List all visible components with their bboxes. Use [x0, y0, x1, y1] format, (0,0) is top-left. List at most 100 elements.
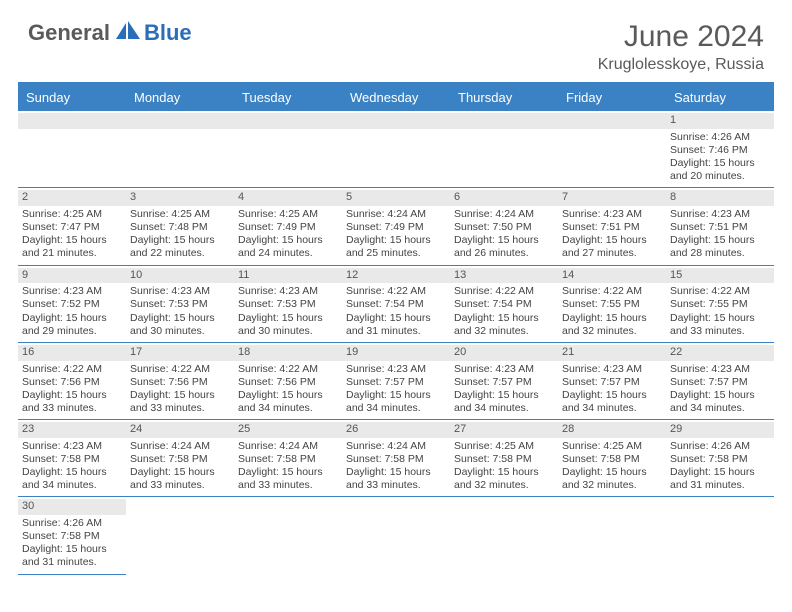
daylight-line: Daylight: 15 hours and 32 minutes. — [562, 312, 662, 338]
weekday-header: Thursday — [450, 84, 558, 111]
daylight-line: Daylight: 15 hours and 32 minutes. — [454, 466, 554, 492]
sunrise-line: Sunrise: 4:23 AM — [22, 440, 122, 453]
sunrise-line: Sunrise: 4:24 AM — [238, 440, 338, 453]
day-cell — [558, 497, 666, 574]
day-number-band — [234, 113, 342, 129]
logo-sail-icon — [116, 21, 142, 46]
sunset-line: Sunset: 7:57 PM — [346, 376, 446, 389]
day-cell: 3Sunrise: 4:25 AMSunset: 7:48 PMDaylight… — [126, 188, 234, 265]
sunset-line: Sunset: 7:57 PM — [562, 376, 662, 389]
day-cell — [342, 497, 450, 574]
sunrise-line: Sunrise: 4:23 AM — [238, 285, 338, 298]
day-cell — [18, 111, 126, 188]
sunset-line: Sunset: 7:52 PM — [22, 298, 122, 311]
sunset-line: Sunset: 7:58 PM — [238, 453, 338, 466]
day-number: 18 — [234, 345, 342, 361]
day-number: 7 — [558, 190, 666, 206]
day-number: 12 — [342, 268, 450, 284]
weekday-header: Tuesday — [234, 84, 342, 111]
week-row: 1Sunrise: 4:26 AMSunset: 7:46 PMDaylight… — [18, 111, 774, 188]
sunset-line: Sunset: 7:58 PM — [346, 453, 446, 466]
sunset-line: Sunset: 7:56 PM — [22, 376, 122, 389]
day-number: 25 — [234, 422, 342, 438]
logo-text-general: General — [28, 20, 110, 46]
day-number: 23 — [18, 422, 126, 438]
sunset-line: Sunset: 7:58 PM — [670, 453, 770, 466]
daylight-line: Daylight: 15 hours and 34 minutes. — [670, 389, 770, 415]
day-cell: 19Sunrise: 4:23 AMSunset: 7:57 PMDayligh… — [342, 343, 450, 420]
day-number: 29 — [666, 422, 774, 438]
daylight-line: Daylight: 15 hours and 27 minutes. — [562, 234, 662, 260]
daylight-line: Daylight: 15 hours and 31 minutes. — [22, 543, 122, 569]
day-number: 30 — [18, 499, 126, 515]
sunset-line: Sunset: 7:55 PM — [562, 298, 662, 311]
daylight-line: Daylight: 15 hours and 25 minutes. — [346, 234, 446, 260]
sunset-line: Sunset: 7:54 PM — [454, 298, 554, 311]
sunrise-line: Sunrise: 4:23 AM — [454, 363, 554, 376]
day-cell: 24Sunrise: 4:24 AMSunset: 7:58 PMDayligh… — [126, 420, 234, 497]
daylight-line: Daylight: 15 hours and 20 minutes. — [670, 157, 770, 183]
day-number: 19 — [342, 345, 450, 361]
daylight-line: Daylight: 15 hours and 31 minutes. — [346, 312, 446, 338]
sunset-line: Sunset: 7:55 PM — [670, 298, 770, 311]
day-number: 11 — [234, 268, 342, 284]
day-number: 20 — [450, 345, 558, 361]
calendar: Sunday Monday Tuesday Wednesday Thursday… — [18, 82, 774, 575]
sunrise-line: Sunrise: 4:22 AM — [562, 285, 662, 298]
sunset-line: Sunset: 7:47 PM — [22, 221, 122, 234]
daylight-line: Daylight: 15 hours and 33 minutes. — [130, 389, 230, 415]
sunset-line: Sunset: 7:51 PM — [562, 221, 662, 234]
day-cell: 20Sunrise: 4:23 AMSunset: 7:57 PMDayligh… — [450, 343, 558, 420]
sunrise-line: Sunrise: 4:24 AM — [130, 440, 230, 453]
day-cell: 14Sunrise: 4:22 AMSunset: 7:55 PMDayligh… — [558, 266, 666, 343]
daylight-line: Daylight: 15 hours and 29 minutes. — [22, 312, 122, 338]
sunset-line: Sunset: 7:49 PM — [238, 221, 338, 234]
day-number: 4 — [234, 190, 342, 206]
day-cell: 27Sunrise: 4:25 AMSunset: 7:58 PMDayligh… — [450, 420, 558, 497]
sunrise-line: Sunrise: 4:25 AM — [238, 208, 338, 221]
day-number: 10 — [126, 268, 234, 284]
day-cell: 7 Sunrise: 4:23 AMSunset: 7:51 PMDaylight… — [558, 188, 666, 265]
sunset-line: Sunset: 7:54 PM — [346, 298, 446, 311]
day-number: 1 — [666, 113, 774, 129]
sunrise-line: Sunrise: 4:22 AM — [238, 363, 338, 376]
day-cell: 11Sunrise: 4:23 AMSunset: 7:53 PMDayligh… — [234, 266, 342, 343]
day-number: 14 — [558, 268, 666, 284]
daylight-line: Daylight: 15 hours and 22 minutes. — [130, 234, 230, 260]
day-cell — [126, 497, 234, 574]
day-cell: 25 Sunrise: 4:24 AMSunset: 7:58 PMDayligh… — [234, 420, 342, 497]
daylight-line: Daylight: 15 hours and 33 minutes. — [22, 389, 122, 415]
day-number: 28 — [558, 422, 666, 438]
sunset-line: Sunset: 7:58 PM — [454, 453, 554, 466]
sunrise-line: Sunrise: 4:23 AM — [562, 208, 662, 221]
sunset-line: Sunset: 7:51 PM — [670, 221, 770, 234]
sunset-line: Sunset: 7:50 PM — [454, 221, 554, 234]
day-cell: 2Sunrise: 4:25 AMSunset: 7:47 PMDaylight… — [18, 188, 126, 265]
day-number: 13 — [450, 268, 558, 284]
daylight-line: Daylight: 15 hours and 34 minutes. — [22, 466, 122, 492]
location: Kruglolesskoye, Russia — [598, 56, 764, 74]
day-number: 17 — [126, 345, 234, 361]
sunrise-line: Sunrise: 4:24 AM — [346, 440, 446, 453]
day-cell: 13Sunrise: 4:22 AMSunset: 7:54 PMDayligh… — [450, 266, 558, 343]
sunset-line: Sunset: 7:53 PM — [238, 298, 338, 311]
week-row: 23Sunrise: 4:23 AMSunset: 7:58 PMDayligh… — [18, 420, 774, 497]
header: General Blue June 2024 Kruglolesskoye, R… — [0, 0, 792, 82]
day-cell: 10Sunrise: 4:23 AMSunset: 7:53 PMDayligh… — [126, 266, 234, 343]
daylight-line: Daylight: 15 hours and 33 minutes. — [238, 466, 338, 492]
day-number: 22 — [666, 345, 774, 361]
sunrise-line: Sunrise: 4:23 AM — [346, 363, 446, 376]
daylight-line: Daylight: 15 hours and 32 minutes. — [454, 312, 554, 338]
day-cell: 29Sunrise: 4:26 AMSunset: 7:58 PMDayligh… — [666, 420, 774, 497]
sunrise-line: Sunrise: 4:25 AM — [22, 208, 122, 221]
day-cell: 18Sunrise: 4:22 AMSunset: 7:56 PMDayligh… — [234, 343, 342, 420]
title-block: June 2024 Kruglolesskoye, Russia — [598, 20, 764, 74]
sunrise-line: Sunrise: 4:26 AM — [22, 517, 122, 530]
sunrise-line: Sunrise: 4:26 AM — [670, 440, 770, 453]
day-cell — [450, 497, 558, 574]
sunrise-line: Sunrise: 4:23 AM — [562, 363, 662, 376]
daylight-line: Daylight: 15 hours and 34 minutes. — [238, 389, 338, 415]
day-number: 21 — [558, 345, 666, 361]
sunrise-line: Sunrise: 4:24 AM — [454, 208, 554, 221]
day-cell: 4Sunrise: 4:25 AMSunset: 7:49 PMDaylight… — [234, 188, 342, 265]
